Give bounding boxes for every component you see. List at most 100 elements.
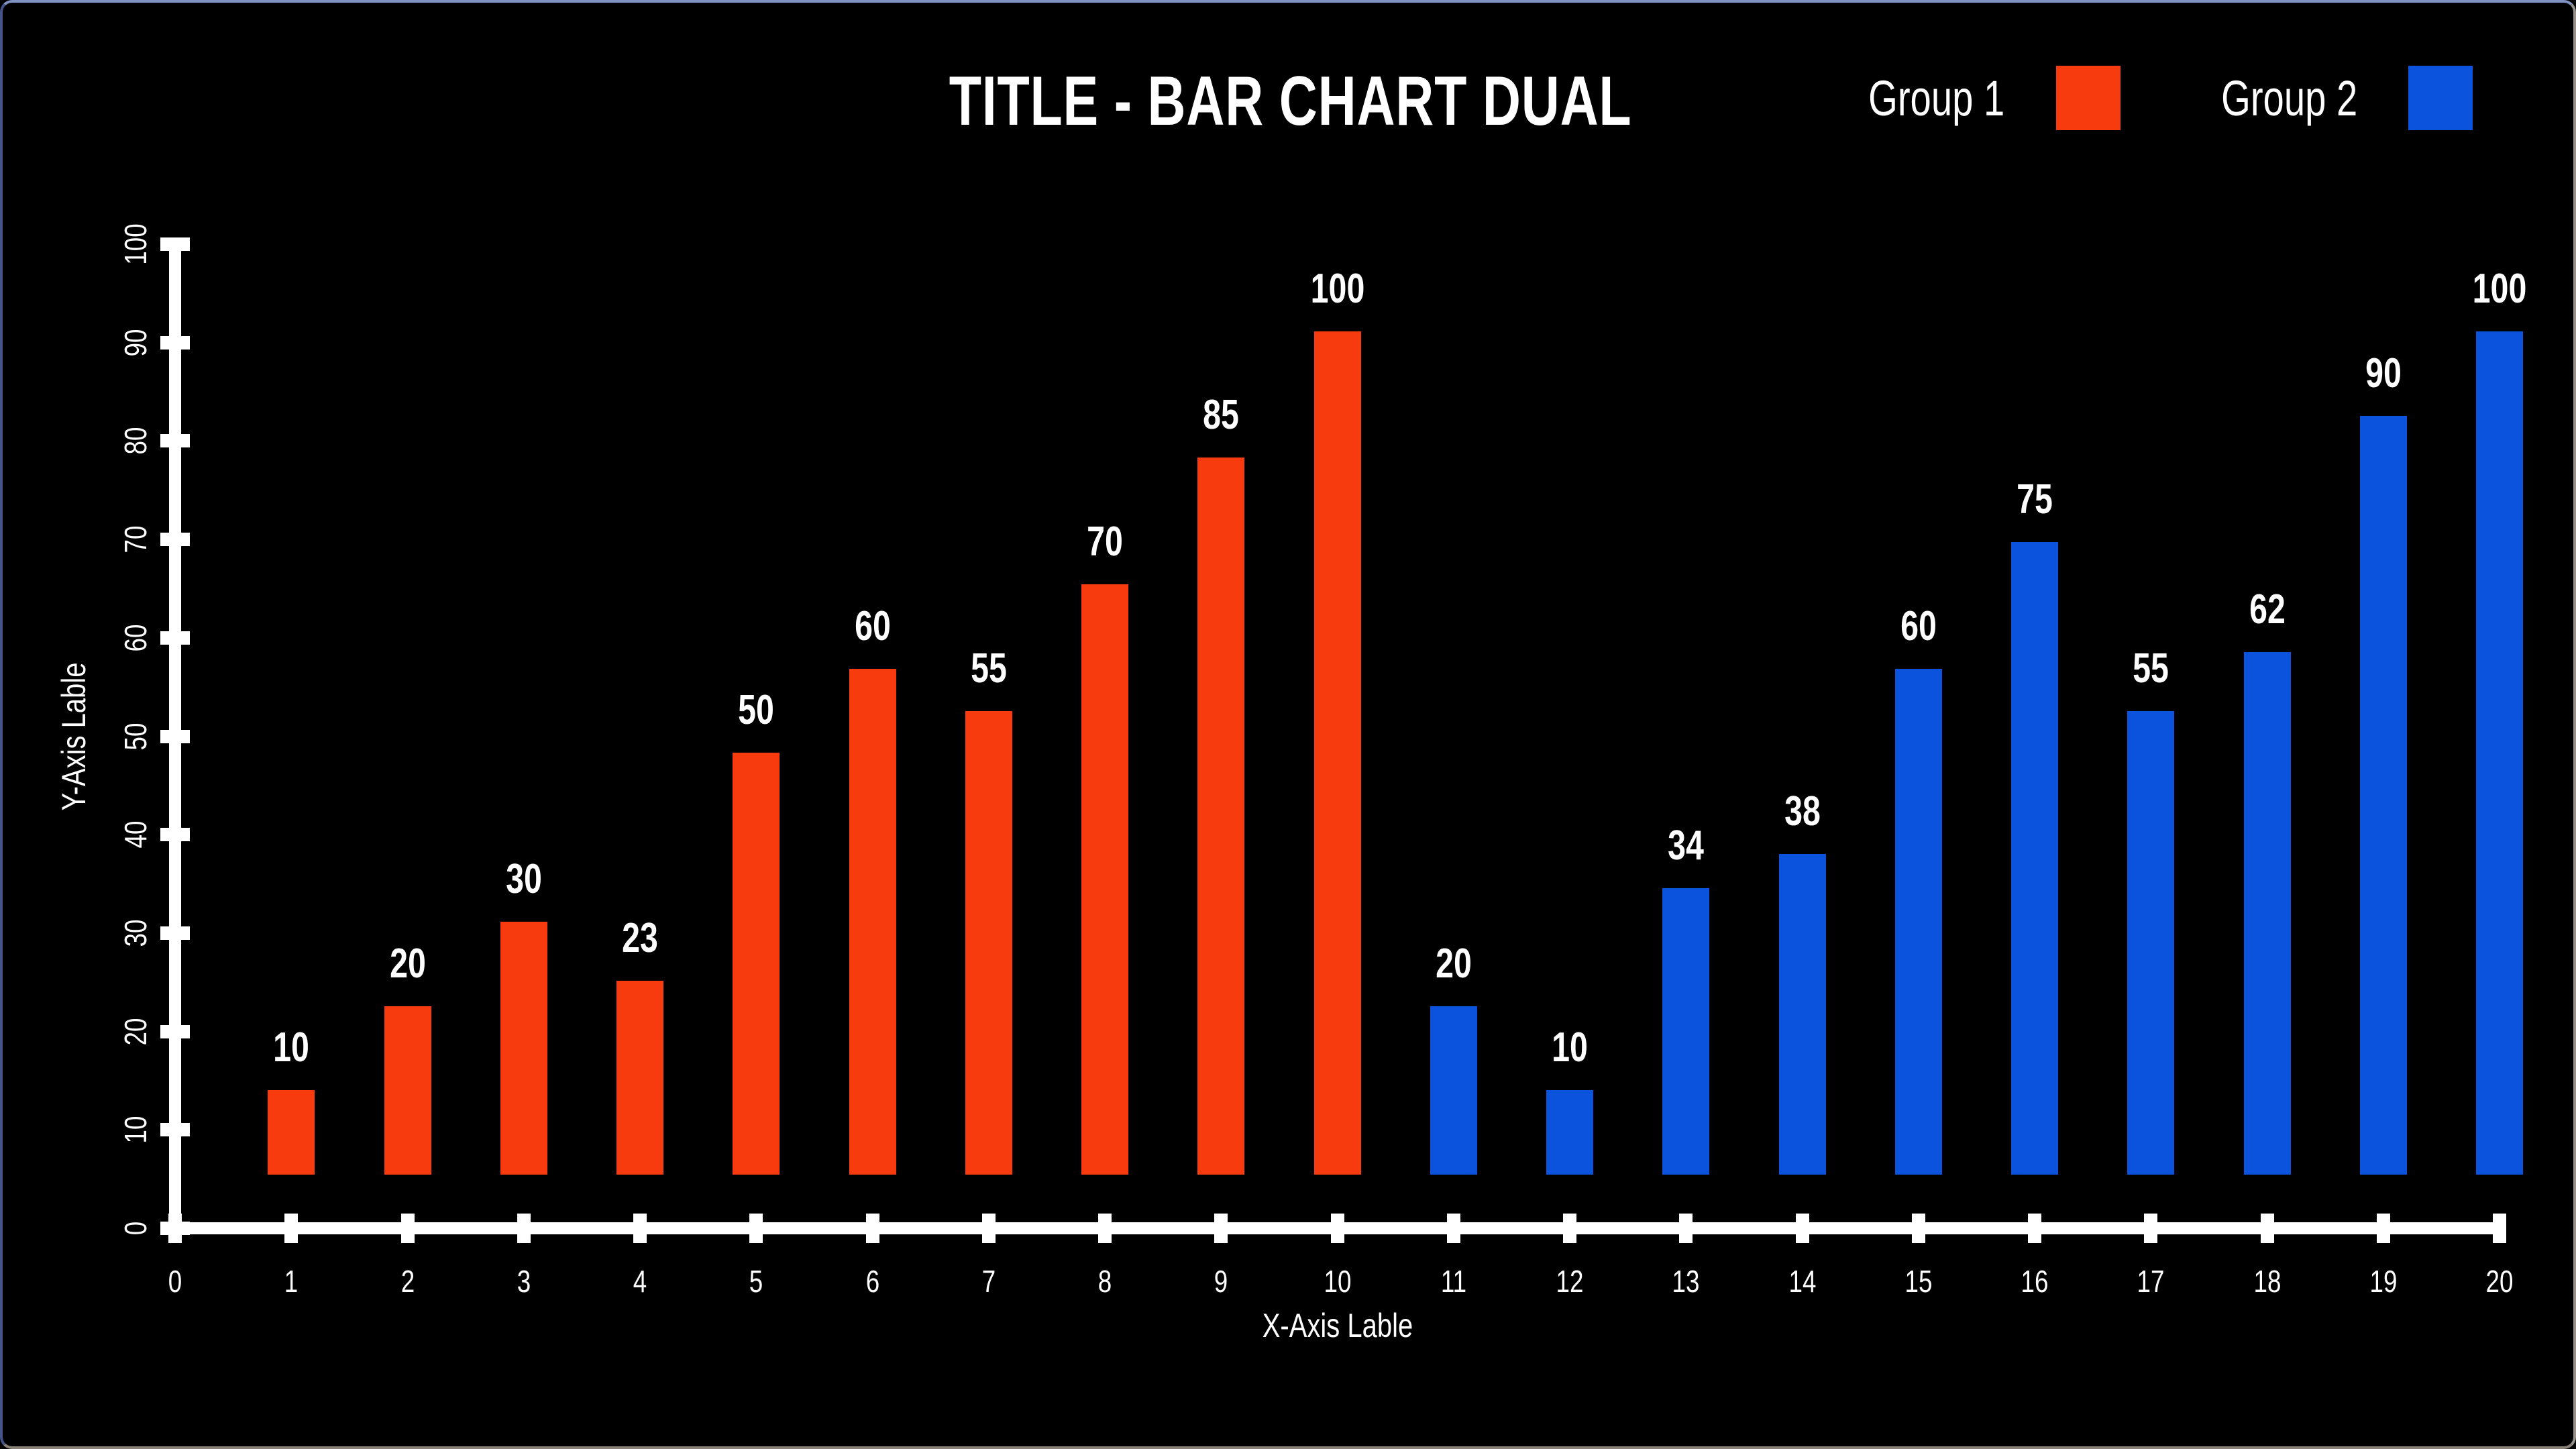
- bar-group2-x14: [1778, 854, 1826, 1175]
- bar-value-label: 100: [2472, 265, 2527, 312]
- x-tick-label: 10: [1324, 1264, 1351, 1299]
- bar-value-label: 75: [2017, 476, 2053, 523]
- bar-group2-x12: [1546, 1090, 1593, 1175]
- y-axis-title: Y-Axis Lable: [55, 662, 93, 811]
- plot-area: X-Axis Lable Y-Axis Lable 0 10 20 30 40 50 60 7…: [3, 3, 2573, 1446]
- y-tick-label: 0: [118, 1221, 153, 1236]
- x-tick-label: 6: [865, 1264, 879, 1299]
- bar-group2-x13: [1662, 888, 1710, 1175]
- x-tick: [1563, 1214, 1576, 1243]
- x-tick-label: 17: [2137, 1264, 2165, 1299]
- bar-value-label: 38: [1784, 788, 1821, 835]
- x-tick: [2493, 1214, 2506, 1243]
- y-tick-label: 20: [118, 1018, 153, 1046]
- bar-group2-x16: [2011, 542, 2058, 1175]
- x-tick: [1446, 1214, 1460, 1243]
- x-tick: [981, 1214, 996, 1243]
- bar-group2-x19: [2359, 415, 2407, 1175]
- bar-group1-x3: [500, 921, 547, 1175]
- x-tick-label: 4: [633, 1264, 647, 1299]
- x-tick-label: 7: [981, 1264, 996, 1299]
- bar-value-label: 20: [389, 940, 426, 987]
- bar-value-label: 100: [1310, 265, 1364, 312]
- x-tick: [517, 1214, 531, 1243]
- x-tick: [633, 1214, 647, 1243]
- x-tick-label: 12: [1556, 1264, 1584, 1299]
- y-tick-label: 40: [118, 820, 153, 849]
- x-tick-label: 8: [1097, 1264, 1112, 1299]
- y-tick: [160, 237, 190, 251]
- bar-group1-x5: [733, 753, 780, 1175]
- x-tick: [2260, 1214, 2274, 1243]
- y-tick-label: 70: [118, 525, 153, 553]
- bar-group1-x1: [268, 1090, 315, 1175]
- bar-value-label: 50: [738, 687, 775, 734]
- y-tick: [160, 729, 190, 743]
- y-tick: [160, 1123, 190, 1137]
- y-tick-label: 90: [118, 329, 153, 357]
- bar-group2-x20: [2476, 331, 2523, 1175]
- bar-value-label: 10: [1552, 1024, 1588, 1071]
- x-tick: [2144, 1214, 2158, 1243]
- legend-item-group1: Group 1: [1847, 66, 2121, 130]
- x-tick-label: 19: [2369, 1264, 2398, 1299]
- y-tick: [160, 533, 190, 547]
- bar-group1-x7: [965, 710, 1012, 1175]
- x-tick: [1911, 1214, 1925, 1243]
- x-tick-label: 15: [1904, 1264, 1933, 1299]
- x-tick-label: 3: [517, 1264, 531, 1299]
- bar-group1-x4: [616, 980, 663, 1175]
- x-axis-title: X-Axis Lable: [1262, 1307, 1413, 1344]
- legend-label-group2: Group 2: [2220, 70, 2357, 126]
- y-tick-label: 80: [118, 427, 153, 455]
- bar-value-label: 23: [622, 914, 658, 961]
- x-tick: [168, 1214, 182, 1243]
- legend: Group 1 Group 2: [1847, 66, 2473, 130]
- bar-value-label: 10: [273, 1024, 310, 1071]
- bar-group1-x9: [1197, 458, 1245, 1175]
- bar-value-label: 60: [854, 602, 891, 649]
- x-tick-label: 13: [1672, 1264, 1700, 1299]
- x-tick-label: 1: [284, 1264, 299, 1299]
- x-tick: [749, 1214, 763, 1243]
- y-tick: [160, 1024, 190, 1038]
- y-tick-label: 30: [118, 919, 153, 947]
- bar-value-label: 20: [1435, 940, 1472, 987]
- bar-group2-x18: [2243, 651, 2291, 1175]
- x-tick-label: 11: [1440, 1264, 1466, 1299]
- bar-group2-x17: [2127, 710, 2175, 1175]
- x-tick-label: 5: [749, 1264, 763, 1299]
- x-tick-label: 20: [2485, 1264, 2514, 1299]
- x-tick-label: 0: [168, 1264, 182, 1299]
- y-tick-label: 10: [118, 1116, 153, 1144]
- y-tick: [160, 926, 190, 940]
- bar-value-label: 70: [1087, 518, 1123, 565]
- y-tick: [160, 828, 190, 842]
- bar-group1-x2: [384, 1006, 431, 1175]
- legend-label-group1: Group 1: [1868, 70, 2005, 126]
- legend-swatch-group2: [2408, 66, 2473, 130]
- bar-group1-x8: [1081, 584, 1128, 1175]
- bar-value-label: 55: [2133, 645, 2169, 692]
- x-tick-label: 14: [1788, 1264, 1816, 1299]
- bar-group1-x6: [849, 668, 896, 1175]
- bar-value-label: 30: [505, 855, 542, 902]
- page-title: TITLE - BAR CHART DUAL: [3, 62, 2573, 142]
- x-tick: [1795, 1214, 1809, 1243]
- bar-value-label: 90: [2365, 350, 2402, 396]
- legend-item-group2: Group 2: [2200, 66, 2473, 130]
- bar-value-label: 62: [2249, 586, 2286, 633]
- bar-value-label: 34: [1668, 822, 1705, 869]
- x-tick: [2028, 1214, 2041, 1243]
- x-tick: [1214, 1214, 1228, 1243]
- x-tick-label: 16: [2021, 1264, 2049, 1299]
- x-tick-label: 18: [2253, 1264, 2281, 1299]
- y-tick-label: 100: [118, 223, 153, 265]
- x-tick-label: 2: [400, 1264, 415, 1299]
- x-tick-label: 9: [1214, 1264, 1228, 1299]
- bar-value-label: 60: [1900, 602, 1937, 649]
- x-tick: [284, 1214, 299, 1243]
- y-tick: [160, 434, 190, 448]
- bar-group2-x15: [1894, 668, 1942, 1175]
